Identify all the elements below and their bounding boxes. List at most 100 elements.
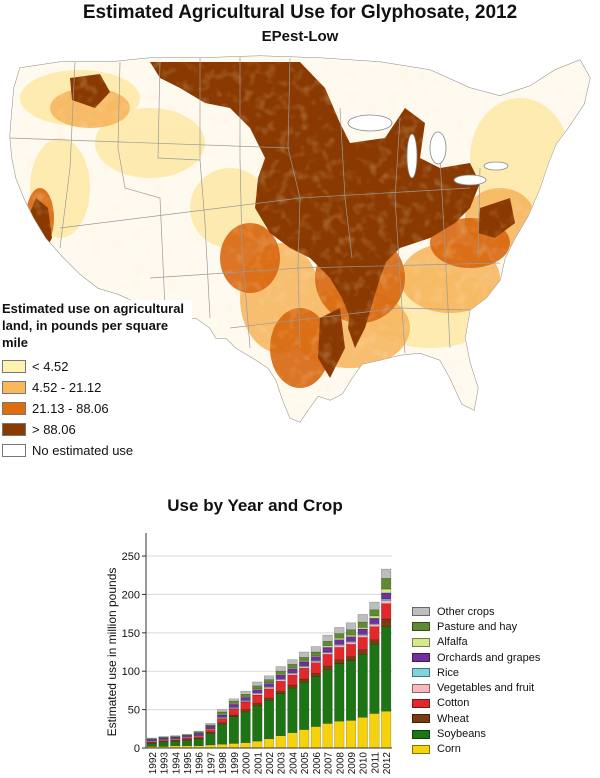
bar-segment-pasture-and-hay — [299, 657, 310, 662]
bar-segment-orchards-and-grapes — [299, 661, 310, 667]
bar-segment-orchards-and-grapes — [381, 592, 392, 600]
chart-legend-swatch — [412, 607, 430, 617]
great-lakes — [347, 114, 509, 186]
bar-segment-other-crops — [205, 723, 216, 726]
chart-legend-item: Orchards and grapes — [412, 650, 598, 665]
chart-bars — [146, 568, 392, 749]
x-tick-label: 2007 — [324, 752, 335, 775]
legend-swatch — [2, 402, 26, 415]
bar-segment-soybeans — [345, 660, 357, 721]
bar-segment-soybeans — [181, 740, 193, 746]
legend-item-none: No estimated use — [2, 440, 192, 461]
y-tick-label: 250 — [122, 551, 140, 563]
bar-segment-other-crops — [322, 634, 333, 642]
y-tick-label: 150 — [122, 628, 140, 640]
legend-label: 21.13 - 88.06 — [32, 401, 109, 416]
bar-segment-corn — [252, 740, 263, 749]
bar-segment-soybeans — [228, 716, 239, 744]
bar-segment-soybeans — [310, 676, 321, 727]
bar-segment-wheat — [299, 678, 310, 683]
bar-segment-pasture-and-hay — [381, 578, 392, 590]
bar-segment-orchards-and-grapes — [240, 697, 251, 701]
bar-segment-soybeans — [381, 626, 392, 712]
bar-segment-rice — [240, 700, 251, 702]
bar-segment-other-crops — [146, 737, 157, 740]
bar-segment-orchards-and-grapes — [369, 617, 380, 624]
bar-segment-orchards-and-grapes — [357, 628, 368, 635]
bar-segment-other-crops — [240, 690, 251, 695]
bar-segment-soybeans — [287, 687, 298, 733]
bar-segment-corn — [263, 738, 275, 749]
chart-legend-label: Other crops — [437, 605, 495, 618]
x-tick-label: 1993 — [160, 752, 171, 775]
bar-segment-vegetables-and-fruit — [345, 641, 357, 645]
x-tick-label: 1998 — [218, 752, 229, 775]
chart-legend-item: Rice — [412, 665, 598, 680]
bar-segment-cotton — [322, 654, 333, 667]
bar-segment-soybeans — [322, 669, 333, 724]
bar-segment-pasture-and-hay — [263, 679, 275, 683]
x-tick-label: 2011 — [370, 752, 381, 774]
bar-segment-corn — [345, 720, 357, 749]
bar-segment-cotton — [299, 667, 310, 680]
us-map — [9, 55, 591, 423]
chart-legend-swatch — [412, 714, 430, 724]
chart-legend-item: Corn — [412, 742, 598, 757]
bar-segment-wheat — [310, 673, 321, 677]
bar-segment-orchards-and-grapes — [263, 683, 275, 687]
bar-segment-other-crops — [334, 627, 345, 634]
map-legend: Estimated use on agricultural land, in p… — [2, 300, 192, 461]
bar-segment-cotton — [287, 674, 298, 686]
x-tick-label: 2002 — [265, 752, 276, 775]
chart-legend-label: Orchards and grapes — [437, 651, 541, 664]
bar-segment-pasture-and-hay — [252, 685, 263, 690]
chart-legend-item: Pasture and hay — [412, 619, 598, 634]
bar-segment-corn — [369, 713, 380, 749]
chart-legend-item: Vegetables and fruit — [412, 680, 598, 695]
bar-segment-wheat — [252, 703, 263, 707]
legend-label: No estimated use — [32, 443, 134, 458]
bar-segment-pasture-and-hay — [240, 694, 251, 697]
bar-segment-corn — [240, 742, 251, 749]
chart-legend-item: Cotton — [412, 696, 598, 711]
chart-legend-swatch — [412, 698, 430, 708]
bar-segment-other-crops — [181, 733, 193, 736]
y-tick-label: 200 — [122, 589, 140, 601]
chart-legend-item: Soybeans — [412, 726, 598, 741]
bar-segment-cotton — [240, 701, 251, 710]
bar-segment-rice — [322, 651, 333, 654]
chart-legend-swatch — [412, 729, 430, 739]
legend-label: 4.52 - 21.12 — [32, 380, 102, 395]
chart-legend-swatch — [412, 683, 430, 693]
y-axis-label: Estimated use in million pounds — [105, 568, 119, 737]
map-title: Estimated Agricultural Use for Glyphosat… — [82, 2, 518, 23]
bar-segment-orchards-and-grapes — [322, 647, 333, 653]
bar-segment-orchards-and-grapes — [228, 703, 239, 708]
bar-segment-corn — [357, 717, 368, 749]
chart-legend-swatch — [412, 637, 430, 647]
x-tick-label: 1999 — [230, 752, 241, 775]
legend-swatch — [2, 381, 26, 394]
chart-legend-label: Wheat — [437, 712, 469, 725]
bar-segment-rice — [334, 644, 345, 646]
bar-segment-alfalfa — [381, 588, 392, 594]
bar-segment-other-crops — [357, 614, 368, 623]
bar-segment-cotton — [369, 626, 380, 640]
y-tick-label: 0 — [134, 743, 140, 755]
chart-legend-label: Corn — [437, 743, 461, 756]
bar-segment-soybeans — [299, 681, 310, 730]
bar-segment-soybeans — [158, 741, 169, 747]
bar-segment-cotton — [228, 708, 239, 716]
bar-segment-soybeans — [146, 743, 157, 747]
bar-segment-pasture-and-hay — [275, 670, 286, 675]
bar-segment-wheat — [369, 639, 380, 645]
bar-segment-other-crops — [345, 622, 357, 631]
x-tick-label: 1994 — [171, 752, 182, 775]
chart-legend-item: Wheat — [412, 711, 598, 726]
chart-legend-swatch — [412, 744, 430, 754]
legend-label: > 88.06 — [32, 422, 76, 437]
bar-segment-other-crops — [217, 709, 228, 713]
chart-legend-label: Cotton — [437, 697, 470, 710]
bar-segment-other-crops — [275, 666, 286, 672]
